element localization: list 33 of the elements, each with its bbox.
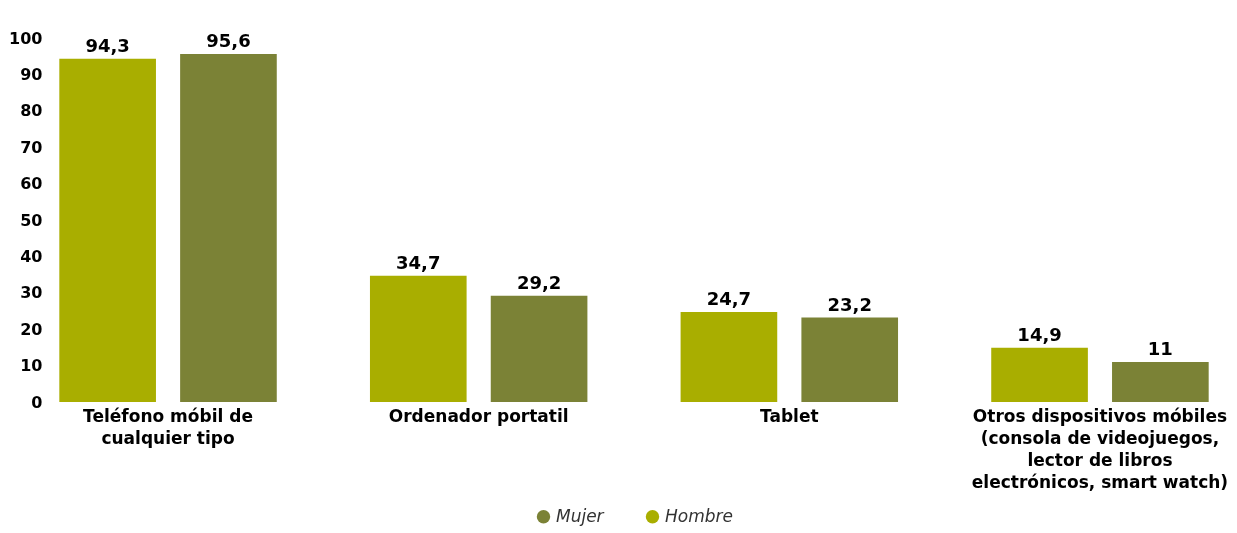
bar [59,58,156,402]
x-tick-label: Ordenador portatil [388,405,569,426]
y-tick-label: 70 [20,137,43,157]
y-tick-label: 90 [20,64,43,84]
x-tick-label: Teléfono móbil de cualquier tipo [83,405,253,448]
data-label: 24,7 [706,288,752,310]
y-tick-label: 50 [20,210,43,230]
y-tick-label: 0 [31,392,43,412]
y-tick-label: 10 [20,356,43,376]
bar [1112,361,1209,402]
legend-label: Hombre [665,505,733,526]
bar [991,347,1088,402]
bar [801,317,899,402]
data-label: 11 [1147,337,1173,359]
bar [680,312,778,402]
data-label: 94,3 [85,34,130,56]
y-tick-label: 100 [9,28,43,48]
data-label: 14,9 [1017,323,1062,345]
data-label: 34,7 [396,251,441,273]
bar [490,295,588,402]
data-label: 23,2 [827,293,872,315]
y-tick-label: 80 [20,101,43,121]
x-tick-label: Tablet [760,405,819,426]
y-tick-label: 30 [20,283,43,303]
data-label: 95,6 [206,30,251,52]
data-label: 29,2 [516,271,562,293]
y-tick-label: 60 [20,174,43,194]
x-tick-label: Otros dispositivos móbiles (consola de videojuegos, lector de libros electrónicos, smart watch) [971,405,1229,492]
bar [369,275,467,402]
legend-label: Mujer [556,505,605,526]
bar [180,54,277,402]
y-tick-label: 40 [20,246,43,266]
y-tick-label: 20 [20,319,43,339]
